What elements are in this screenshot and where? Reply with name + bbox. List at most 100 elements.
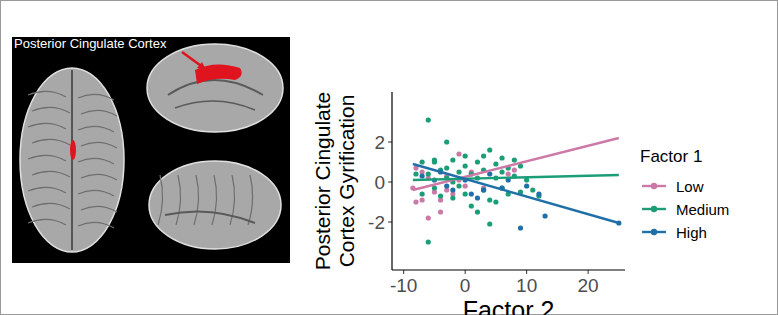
point (444, 165, 449, 170)
y-tick-label: 0 (374, 172, 385, 193)
x-axis-title: Factor 2 (463, 296, 555, 315)
x-tick-label: -10 (390, 275, 417, 296)
point (475, 209, 480, 214)
fit-line (413, 175, 619, 180)
point (413, 199, 418, 204)
point (420, 173, 425, 178)
point (487, 197, 492, 202)
brain-region-highlight (70, 140, 76, 160)
legend-marker (651, 206, 657, 212)
brain-gyrus (78, 190, 114, 196)
brain-gyrus (28, 91, 66, 97)
point (463, 163, 468, 168)
series-2 (413, 117, 541, 244)
point (493, 199, 498, 204)
brain-panel-background (12, 37, 290, 263)
point (420, 191, 425, 196)
point (481, 153, 486, 158)
figure-frame (1, 1, 778, 315)
point (456, 169, 461, 174)
point (475, 195, 480, 200)
legend-label: Low (676, 178, 704, 195)
brain-gyrus (81, 206, 117, 212)
x-tick-label: 20 (578, 275, 599, 296)
y-tick-label: 2 (374, 132, 385, 153)
brain-gyrus (78, 158, 114, 164)
point (438, 209, 443, 214)
point (456, 151, 461, 156)
brain-top-view (20, 68, 124, 252)
point (450, 195, 455, 200)
brain-gyrus (194, 175, 199, 225)
brain-gyrus (81, 174, 117, 180)
brain-label-arrowhead (197, 62, 206, 70)
point (426, 239, 431, 244)
x-axis-line (392, 269, 625, 270)
point (512, 167, 517, 172)
point (530, 187, 535, 192)
point (481, 187, 486, 192)
brain-gyrus (175, 101, 255, 110)
brain-gyrus (78, 94, 114, 100)
x-tick-label: 10 (516, 275, 537, 296)
legend-label: High (676, 224, 707, 241)
brain-gyrus (28, 155, 66, 161)
point (481, 187, 486, 192)
legend-marker (651, 229, 657, 235)
brain-gyrus (230, 175, 235, 225)
y-axis-title: Posterior CingulateCortex Gyrification (311, 92, 358, 271)
point (438, 193, 443, 198)
point (469, 191, 474, 196)
fit-line (413, 164, 619, 223)
point (413, 171, 418, 176)
plot-area (410, 117, 621, 244)
brain-gyrus (212, 175, 217, 225)
point (463, 191, 468, 196)
brain-gyrus (28, 123, 66, 129)
brain-label: Posterior Cingulate Cortex (14, 36, 167, 51)
point (450, 157, 455, 162)
point (499, 155, 504, 160)
point (456, 183, 461, 188)
point (512, 157, 517, 162)
brain-panel: Posterior Cingulate Cortex (12, 36, 290, 263)
brain-gyrus (165, 211, 255, 223)
brain-gyrus (176, 175, 181, 225)
y-tick-label: -2 (368, 212, 385, 233)
brain-gyrus (28, 187, 66, 193)
brain-gyrus (168, 80, 263, 95)
point (487, 147, 492, 152)
y-axis-line (391, 92, 392, 270)
brain-lateral-view (149, 161, 281, 249)
point (487, 221, 492, 226)
legend-title: Factor 1 (640, 147, 702, 166)
point (426, 171, 431, 176)
brain-gyrus (158, 175, 163, 225)
point (426, 215, 431, 220)
brain-gyrus (32, 203, 70, 209)
legend-marker (651, 183, 657, 189)
brain-gyrus (28, 219, 66, 225)
point (469, 203, 474, 208)
brain-gyrus (32, 107, 70, 113)
point (499, 169, 504, 174)
x-tick-label: 0 (460, 275, 471, 296)
point (444, 183, 449, 188)
point (506, 171, 511, 176)
brain-gyrus (78, 222, 114, 228)
point (493, 161, 498, 166)
brain-gyrus (78, 126, 114, 132)
brain-gyrus (81, 142, 117, 148)
brain-midline (71, 70, 73, 250)
brain-gyrus (32, 171, 70, 177)
legend-label: Medium (676, 201, 729, 218)
y-axis-title-line: Posterior Cingulate (311, 92, 334, 271)
point (420, 197, 425, 202)
brain-gyrus (81, 110, 117, 116)
point (432, 157, 437, 162)
brain-gyrus (32, 139, 70, 145)
brain-medial-view (147, 44, 283, 132)
point (536, 191, 541, 196)
point (463, 183, 468, 188)
point (426, 117, 431, 122)
